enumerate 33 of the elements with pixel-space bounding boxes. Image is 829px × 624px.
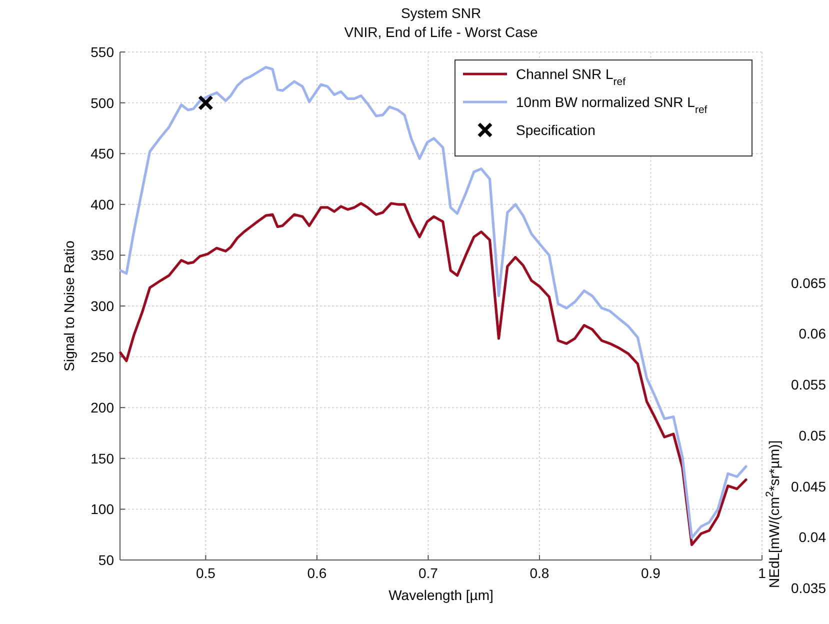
y-tick-label: 50 [98,552,114,568]
y-tick-label: 100 [90,501,114,518]
chart-subtitle: VNIR, End of Life - Worst Case [344,24,538,40]
x-tick-label: 0.5 [196,565,216,581]
chart-title: System SNR [400,5,482,21]
x-tick-label: 0.9 [641,565,661,581]
y-tick-label: 350 [90,247,114,264]
y2-tick-label: 0.045 [790,478,826,494]
x-tick-label: 1 [758,565,766,581]
y-tick-label: 250 [90,348,114,365]
x-tick-label: 0.6 [307,565,327,581]
x-tick-label: 0.8 [530,565,550,581]
legend-label: Specification [516,122,596,138]
y2-tick-label: 0.065 [790,274,826,291]
y-tick-label: 500 [90,94,114,111]
y-tick-label: 400 [90,196,114,212]
y-axis-title: Signal to Noise Ratio [61,240,77,372]
y-tick-label: 450 [90,146,114,162]
y-tick-label: 550 [90,44,114,60]
y2-tick-label: 0.06 [798,326,826,342]
y-tick-label: 150 [90,450,114,466]
y2-tick-label: 0.04 [798,529,826,546]
line-series [119,66,748,539]
legend-label: 10nm BW normalized SNR L$_{ref}$ [516,94,708,116]
y2-tick-label: 0.05 [798,427,826,444]
line-series [119,202,748,546]
y2-tick-label: 0.035 [790,580,826,596]
legend-label: Channel SNR L$_{ref}$ [516,66,626,88]
y-tick-label: 300 [90,298,114,314]
y2-tick-label: 0.055 [790,376,826,393]
x-axis-title: Wavelength [µm] [388,587,494,603]
x-tick-label: 0.7 [418,565,438,581]
y-tick-label: 200 [90,400,114,416]
